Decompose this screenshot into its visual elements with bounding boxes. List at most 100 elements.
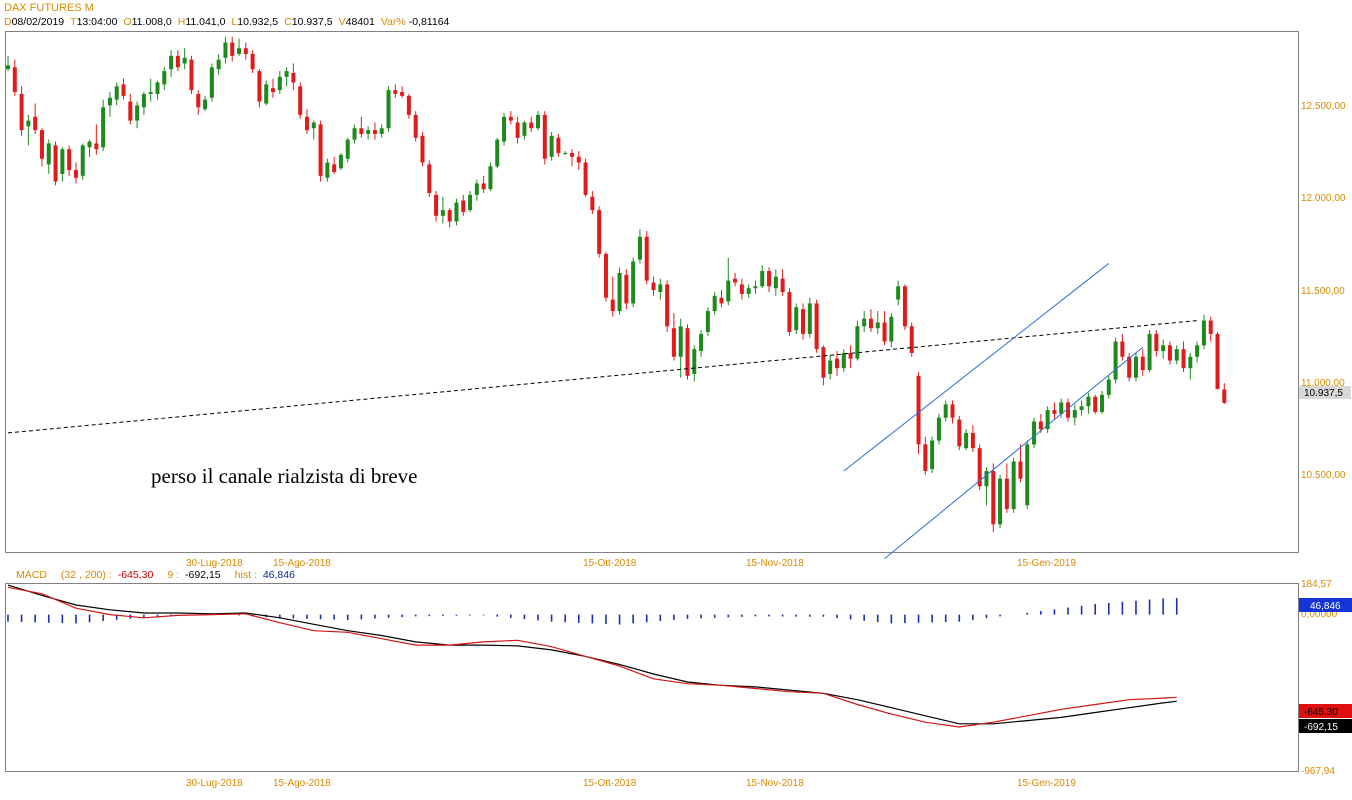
macd-axis-top: 184,57 [1301, 579, 1332, 590]
signal-key: 9 : [167, 569, 180, 581]
candle-body [46, 143, 51, 165]
candle [705, 307, 710, 336]
candle [1195, 341, 1200, 363]
candle-body [366, 130, 371, 134]
candle-body [848, 352, 853, 359]
candle [712, 292, 717, 315]
candle-body [1004, 478, 1009, 510]
candle [250, 50, 255, 73]
hist-value: 46,846 [262, 569, 295, 581]
candle-body [719, 297, 724, 304]
candle-body [1099, 394, 1104, 412]
candle [746, 284, 751, 298]
candle-body [223, 42, 228, 58]
candle [325, 158, 330, 182]
candle [243, 42, 248, 60]
candle-body [787, 292, 792, 332]
candle [787, 288, 792, 336]
candle [603, 252, 608, 302]
candle-body [862, 318, 867, 327]
candle-body [243, 48, 248, 54]
candle-body [447, 210, 452, 222]
candle-body [338, 154, 343, 169]
candle-body [753, 286, 758, 289]
candle-body [80, 145, 85, 176]
candle [352, 124, 357, 144]
candle [1018, 444, 1023, 483]
candle-body [121, 84, 126, 96]
candle [46, 139, 51, 174]
date-tick-label: 30-Lug-2018 [186, 778, 243, 789]
candle [400, 86, 405, 98]
candle-body [637, 236, 642, 260]
candle [1032, 417, 1037, 449]
candle-body [1215, 333, 1220, 390]
candle [101, 99, 106, 152]
candle [536, 111, 541, 131]
candle [1188, 352, 1193, 380]
candle [780, 269, 785, 296]
candle-body [12, 67, 17, 93]
candle [304, 109, 309, 134]
candle-body [868, 318, 873, 329]
candle [366, 126, 371, 140]
candle [33, 103, 38, 134]
candle-body [1106, 379, 1111, 395]
candle [73, 162, 78, 184]
candle-body [73, 170, 78, 178]
candle-body [1154, 333, 1159, 352]
high-value: 11.041,0 [185, 16, 226, 28]
var-value: -0,81164 [408, 16, 450, 28]
candle [53, 141, 58, 186]
candle-body [311, 122, 316, 129]
candle [468, 191, 473, 213]
close-key: C [284, 16, 292, 28]
signal-value: -692,15 [185, 569, 221, 581]
candle-body [671, 328, 676, 357]
candle-body [522, 122, 527, 136]
candle [733, 272, 738, 287]
candle [379, 124, 384, 138]
candle [1079, 400, 1084, 416]
candle-body [556, 137, 561, 153]
signal-badge [1299, 719, 1352, 733]
time-key: T [70, 16, 77, 28]
candle-body [413, 114, 418, 138]
candle [19, 86, 24, 136]
candle-body [53, 145, 58, 182]
volume-value: 48401 [345, 16, 375, 28]
candle [141, 92, 146, 115]
candle [1025, 440, 1030, 510]
candle [801, 303, 806, 340]
last-price-text: 10.937,5 [1304, 388, 1343, 399]
candle [1201, 314, 1206, 350]
candle-body [943, 404, 948, 418]
candle-body [569, 152, 574, 157]
candle [12, 59, 17, 96]
candle-body [67, 149, 72, 171]
candle [522, 120, 527, 140]
candle [841, 349, 846, 372]
candle [135, 101, 140, 129]
candle [923, 436, 928, 475]
macd-axis-zero: 0,00000 [1301, 609, 1338, 620]
date-tick-label: 15-Nov-2018 [746, 558, 804, 569]
candle-body [502, 116, 507, 142]
candle [359, 116, 364, 138]
candle-body [39, 130, 44, 159]
candle-body [712, 295, 717, 312]
candle-body [644, 236, 649, 281]
candle-body [298, 86, 303, 115]
candle [882, 311, 887, 346]
candle [94, 124, 99, 155]
volume-key: V [338, 16, 346, 28]
candle [760, 265, 765, 289]
candle-body [60, 149, 65, 174]
candle-body [991, 471, 996, 525]
candle-body [237, 48, 242, 54]
candle [637, 229, 642, 264]
candle-body [807, 303, 812, 334]
candle [1147, 330, 1152, 372]
candle-body [19, 93, 24, 131]
candle-body [1140, 356, 1145, 371]
